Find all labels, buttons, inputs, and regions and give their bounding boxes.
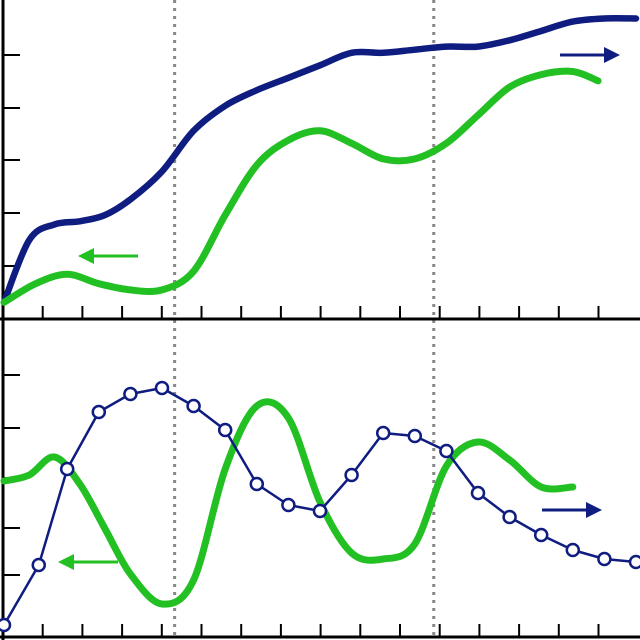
bottom-data-point — [91, 404, 107, 420]
bottom-data-point — [565, 542, 581, 558]
bottom-data-point — [123, 386, 138, 402]
bottom-data-point — [31, 557, 47, 573]
bottom-panel — [0, 380, 640, 633]
bottom-data-point — [281, 497, 296, 513]
bottom-data-point — [186, 398, 201, 414]
bottom-data-point — [344, 467, 359, 483]
top-series-line-2 — [0, 67, 602, 306]
bottom-data-point — [375, 425, 391, 441]
bottom-data-point — [312, 503, 328, 519]
vertical-reference-lines — [173, 0, 436, 637]
bottom-series-line-1 — [0, 398, 577, 608]
bottom-data-point — [59, 461, 75, 477]
bottom-data-point — [502, 509, 517, 525]
bottom-data-point — [628, 554, 640, 570]
bottom-axis-arrow-right — [542, 502, 602, 518]
bottom-data-point — [407, 428, 423, 444]
top-axis-arrow-left — [78, 248, 138, 264]
bottom-data-point — [217, 422, 233, 438]
bottom-data-point — [249, 476, 265, 492]
top-axis-arrow-right — [560, 47, 620, 63]
top-series-line-1 — [0, 15, 640, 306]
bottom-axis-arrow-left — [58, 554, 118, 570]
bottom-data-point — [533, 527, 549, 543]
bottom-data-point — [0, 617, 12, 633]
top-panel — [0, 15, 640, 306]
bottom-data-point — [597, 551, 612, 567]
bottom-data-point — [154, 380, 170, 396]
bottom-data-point — [439, 443, 454, 459]
bottom-data-point — [470, 485, 486, 501]
